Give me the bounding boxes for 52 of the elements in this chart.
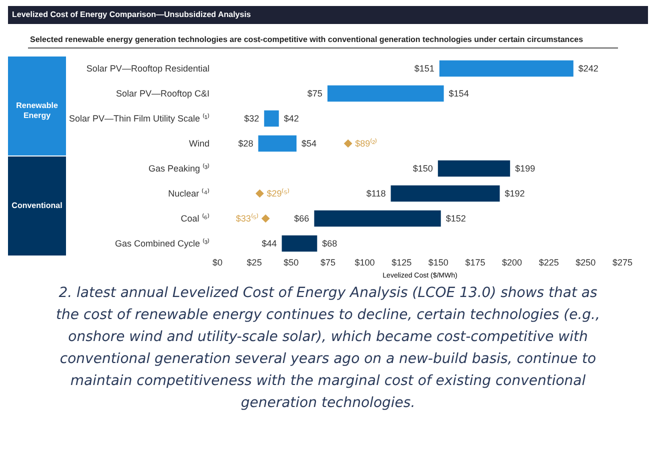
y-tick-label: Solar PV—Rooftop Residential [86, 64, 210, 74]
annotation: $44 [262, 238, 277, 248]
annotation: $54 [302, 138, 317, 148]
bar [314, 210, 441, 227]
x-tick-label: $75 [320, 258, 336, 268]
data-label: $29⁽⁵⁾ [266, 188, 290, 198]
text: 2. latest annual Levelized Cost of Energy Analysis (LCOE 13.0) shows that as the cost of renewable energy continues to decline, certain technologies (e.g., onshore wind and utility-scale solar), which became cost-competitive with conventional generation several years ago on a new-build basis, continue to maintain competitiveness with the marginal cost of existing conventional generation technologies. [56, 285, 600, 411]
x-tick-label: $275 [612, 258, 633, 268]
bar [390, 185, 500, 202]
annotation: $151 [414, 64, 434, 74]
x-tick-label: $150 [428, 258, 448, 268]
annotation: $32 [244, 114, 260, 124]
annotation: $242 [578, 64, 598, 74]
x-tick-label: $225 [538, 258, 559, 268]
y-tick-label: Gas Combined Cycle ⁽³⁾ [114, 238, 210, 248]
bar [264, 110, 279, 127]
annotation: $42 [284, 114, 299, 124]
data-label: $89⁽²⁾ [355, 138, 378, 148]
annotation: $192 [504, 188, 525, 198]
y-tick-label: Solar PV—Rooftop C&I [116, 88, 210, 98]
y-tick-label: Nuclear ⁽⁴⁾ [168, 188, 210, 198]
annotation: $118 [366, 188, 386, 198]
annotation: $199 [515, 164, 536, 174]
annotation: $68 [322, 238, 338, 248]
text: Renewable Energy [16, 101, 58, 120]
annotation: $75 [307, 88, 322, 98]
data-label: $33⁽⁵⁾ [236, 212, 259, 224]
bar [438, 160, 510, 177]
annotation: $154 [448, 88, 469, 98]
bar [439, 60, 574, 77]
x-tick-label: $200 [502, 258, 522, 268]
x-tick-label: $250 [576, 258, 596, 268]
annotation: $66 [294, 214, 310, 224]
y-tick-label: Solar PV—Thin Film Utility Scale ⁽¹⁾ [68, 112, 210, 124]
y-tick-label: Gas Peaking ⁽³⁾ [148, 162, 210, 174]
annotation: $150 [412, 164, 433, 174]
y-tick-label: Wind [188, 138, 210, 148]
x-tick-label: $100 [354, 258, 375, 268]
y-tick-label: Coal ⁽⁶⁾ [180, 212, 210, 224]
x-tick-label: $125 [392, 258, 412, 268]
annotation: $152 [446, 214, 466, 224]
bar [258, 135, 297, 152]
bar [282, 235, 318, 252]
text: Levelized Cost of Energy Comparison—Unsubsidized Analysis [12, 10, 252, 19]
x-tick-label: $0 [212, 258, 223, 268]
x-tick-label: $50 [284, 258, 299, 268]
x-tick-label: $25 [246, 258, 262, 268]
annotation: $28 [238, 138, 254, 148]
x-tick-label: $175 [465, 258, 486, 268]
chart-subtitle: Selected renewable energy generation technologies are cost-competitive with conventional generation technologies under certain circumstances [30, 35, 584, 44]
bar [327, 85, 444, 102]
text: Conventional [12, 201, 62, 210]
